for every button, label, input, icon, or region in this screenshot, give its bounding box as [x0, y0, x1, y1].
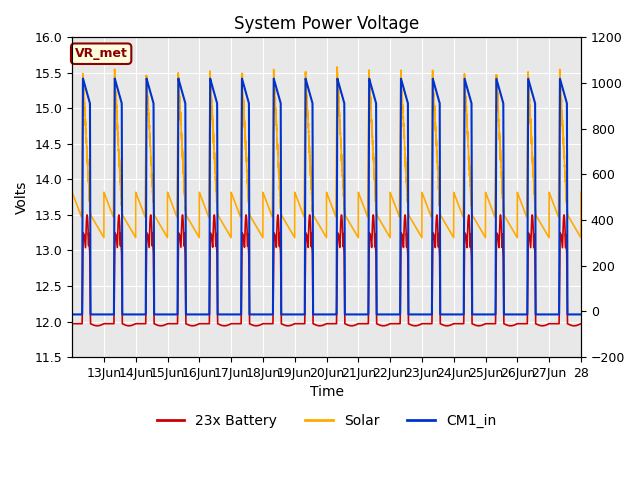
Y-axis label: Volts: Volts: [15, 180, 29, 214]
Text: VR_met: VR_met: [75, 47, 127, 60]
Title: System Power Voltage: System Power Voltage: [234, 15, 419, 33]
Legend: 23x Battery, Solar, CM1_in: 23x Battery, Solar, CM1_in: [151, 409, 502, 434]
X-axis label: Time: Time: [310, 385, 344, 399]
